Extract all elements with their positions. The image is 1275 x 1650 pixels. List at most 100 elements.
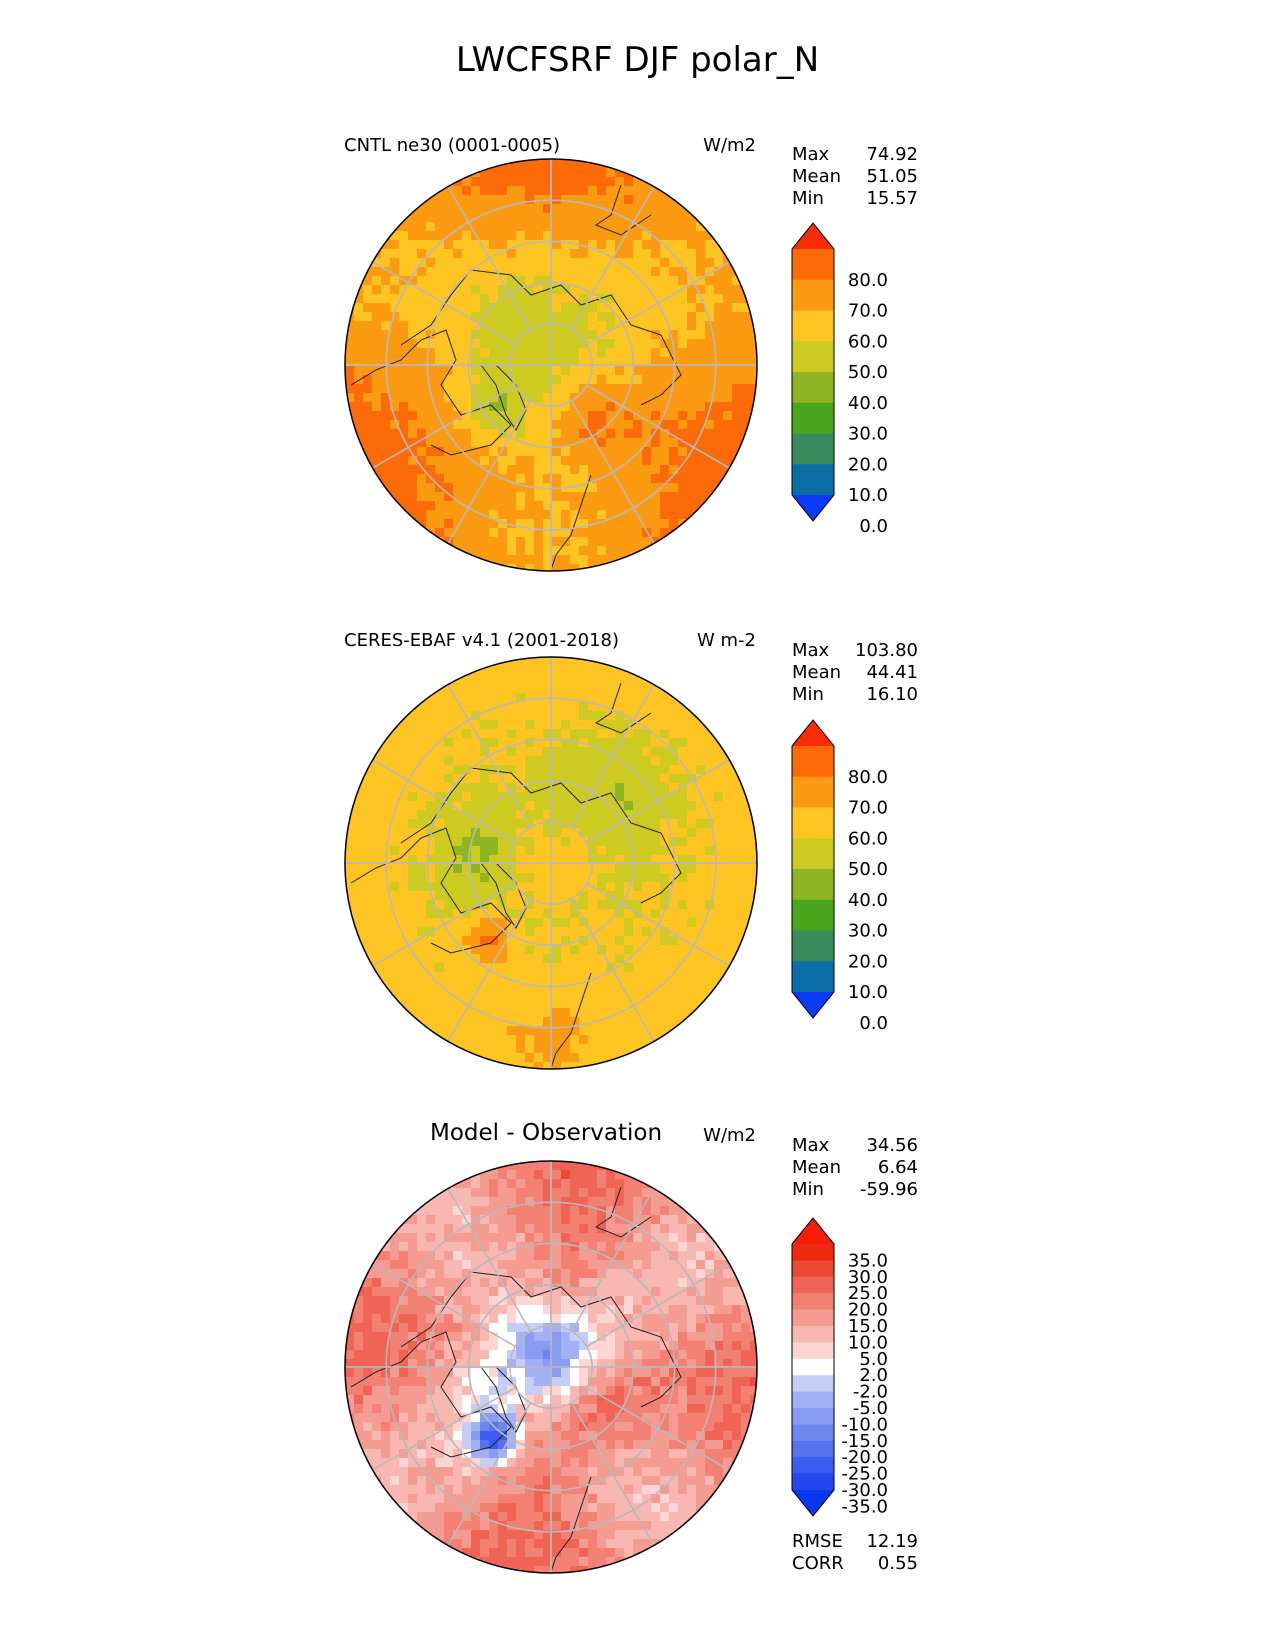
map-cell	[651, 864, 661, 874]
stats-row: Min 15.57	[792, 188, 918, 210]
map-cell	[705, 1287, 715, 1297]
map-cell	[543, 1305, 553, 1315]
map-cell	[588, 1296, 598, 1306]
map-cell	[534, 267, 544, 277]
map-cell	[633, 177, 643, 187]
map-cell	[543, 366, 553, 376]
map-cell	[345, 1377, 355, 1387]
map-cell	[615, 891, 625, 901]
map-cell	[606, 474, 616, 484]
map-cell	[399, 312, 409, 322]
map-cell	[696, 1332, 706, 1342]
map-cell	[705, 393, 715, 403]
map-cell	[516, 936, 526, 946]
map-cell	[444, 483, 454, 493]
map-cell	[588, 837, 598, 847]
map-cell	[363, 1422, 373, 1432]
map-cell	[597, 285, 607, 295]
map-cell	[471, 864, 481, 874]
map-cell	[399, 738, 409, 748]
map-cell	[453, 240, 463, 250]
map-cell	[660, 999, 670, 1009]
map-cell	[534, 657, 544, 667]
map-cell	[381, 945, 391, 955]
map-cell	[408, 303, 418, 313]
map-cell	[561, 528, 571, 538]
map-cell	[480, 438, 490, 448]
colorbar-0: 80.070.060.050.040.030.020.010.00.0	[791, 222, 888, 537]
map-cell	[543, 447, 553, 457]
map-cell	[597, 366, 607, 376]
map-cell	[678, 474, 688, 484]
map-cell	[561, 1332, 571, 1342]
map-cell	[399, 1332, 409, 1342]
map-cell	[507, 519, 517, 529]
map-cell	[543, 918, 553, 928]
map-cell	[615, 747, 625, 757]
map-cell	[453, 819, 463, 829]
map-cell	[507, 711, 517, 721]
map-cell	[480, 1197, 490, 1207]
map-cell	[633, 1233, 643, 1243]
map-cell	[678, 927, 688, 937]
map-cell	[525, 954, 535, 964]
map-cell	[606, 864, 616, 874]
map-cell	[435, 213, 445, 223]
map-cell	[597, 537, 607, 547]
map-cell	[642, 954, 652, 964]
map-cell	[507, 213, 517, 223]
map-cell	[678, 855, 688, 865]
map-cell	[543, 465, 553, 475]
map-cell	[480, 1359, 490, 1369]
map-cell	[624, 1269, 634, 1279]
map-cell	[606, 537, 616, 547]
map-cell	[399, 756, 409, 766]
stats-model: Max 74.92 Mean 51.05 Min 15.57	[792, 144, 918, 210]
map-cell	[588, 1008, 598, 1018]
map-cell	[516, 1224, 526, 1234]
map-cell	[561, 1269, 571, 1279]
map-cell	[462, 783, 472, 793]
map-cell	[597, 474, 607, 484]
map-cell	[660, 1440, 670, 1450]
stats-value: 44.41	[866, 662, 918, 683]
coastline-asia-north	[594, 184, 652, 236]
map-cell	[561, 402, 571, 412]
map-cell	[669, 510, 679, 520]
map-cell	[516, 702, 526, 712]
map-cell	[462, 186, 472, 196]
map-cell	[390, 285, 400, 295]
map-cell	[651, 258, 661, 268]
map-cell	[561, 519, 571, 529]
map-cell	[624, 1233, 634, 1243]
map-cell	[489, 1242, 499, 1252]
map-cell	[507, 1062, 517, 1069]
map-cell	[624, 981, 634, 991]
map-cell	[705, 267, 715, 277]
map-cell	[624, 1350, 634, 1360]
map-cell	[525, 1179, 535, 1189]
map-cell	[435, 981, 445, 991]
map-cell	[381, 846, 391, 856]
map-cell	[552, 1188, 562, 1198]
map-cell	[579, 873, 589, 883]
map-cell	[417, 1305, 427, 1315]
map-cell	[615, 999, 625, 1009]
map-cell	[651, 1017, 661, 1027]
map-cell	[435, 675, 445, 685]
map-cell	[507, 483, 517, 493]
map-cell	[525, 999, 535, 1009]
map-cell	[723, 1350, 733, 1360]
map-cell	[390, 1431, 400, 1441]
colorbar-tick-label: 50.0	[848, 362, 888, 383]
map-cell	[606, 702, 616, 712]
map-cell	[462, 474, 472, 484]
map-cell	[426, 1188, 436, 1198]
map-cell	[741, 330, 751, 340]
map-cell	[588, 222, 598, 232]
map-cell	[606, 720, 616, 730]
map-cell	[516, 1197, 526, 1207]
map-cell	[516, 564, 526, 571]
map-cell	[552, 801, 562, 811]
map-cell	[687, 375, 697, 385]
